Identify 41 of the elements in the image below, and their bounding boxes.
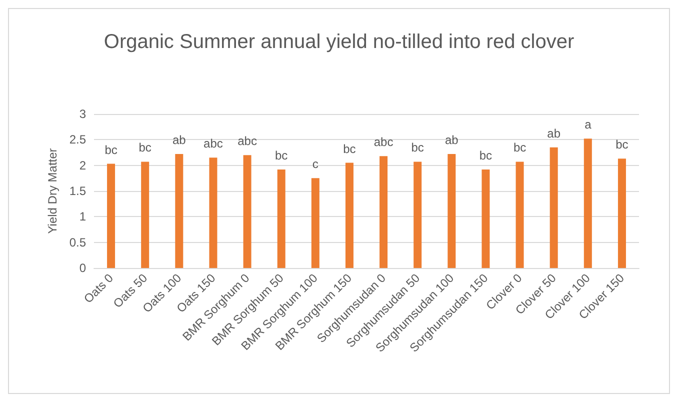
data-label: ab (547, 126, 561, 140)
data-label: bc (104, 142, 118, 157)
y-tick-label: 1.5 (69, 184, 86, 198)
y-tick-label: 2 (79, 158, 86, 172)
data-label: abc (374, 135, 394, 150)
bar (175, 154, 184, 268)
data-label: a (584, 118, 592, 132)
bar (618, 158, 626, 268)
bar (107, 164, 116, 268)
data-label: bc (513, 140, 526, 155)
data-label: bc (616, 138, 628, 152)
data-label: abc (238, 134, 257, 148)
y-tick-label: 2.5 (69, 132, 86, 147)
bar (516, 162, 524, 268)
data-label: ab (444, 133, 459, 148)
y-tick-label: 3 (79, 107, 86, 121)
bar (380, 156, 388, 268)
bar (311, 178, 320, 268)
data-label: c (312, 157, 318, 172)
bar (141, 162, 150, 268)
bar (448, 154, 456, 268)
y-tick-label: 0 (79, 261, 86, 275)
data-label: bc (138, 140, 152, 155)
y-tick-label: 1 (79, 210, 86, 224)
bar (414, 162, 422, 268)
data-label: bc (411, 140, 424, 155)
bar (550, 147, 558, 268)
y-axis-title: Yield Dry Matter (45, 148, 60, 234)
data-label: abc (204, 136, 223, 151)
y-tick-label: 0.5 (69, 235, 86, 250)
bar (243, 155, 252, 268)
data-label: bc (275, 148, 288, 162)
bar (209, 158, 218, 268)
chart-title: Organic Summer annual yield no-tilled into red clover (104, 31, 574, 53)
data-label: bc (479, 148, 492, 162)
bar (277, 169, 286, 268)
data-label: bc (343, 142, 356, 156)
bar (584, 138, 592, 268)
bar (345, 162, 354, 268)
bar (482, 169, 490, 268)
data-label: ab (172, 133, 186, 148)
